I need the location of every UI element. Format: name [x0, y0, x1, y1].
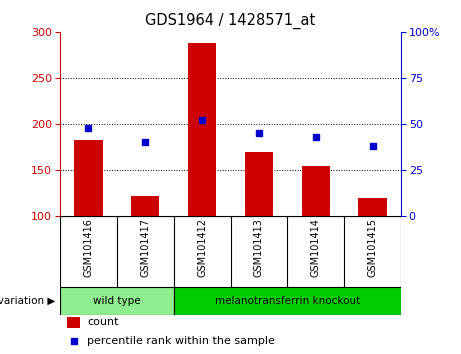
Bar: [60, 287, 174, 315]
Text: GSM101417: GSM101417: [140, 218, 150, 277]
Text: GSM101412: GSM101412: [197, 218, 207, 277]
Text: melanotransferrin knockout: melanotransferrin knockout: [215, 296, 360, 306]
Text: GSM101416: GSM101416: [83, 218, 94, 277]
Title: GDS1964 / 1428571_at: GDS1964 / 1428571_at: [145, 13, 316, 29]
Text: count: count: [87, 317, 119, 327]
Bar: [188, 43, 216, 216]
Text: genotype/variation ▶: genotype/variation ▶: [0, 296, 55, 306]
Text: GSM101414: GSM101414: [311, 218, 321, 277]
Text: GSM101415: GSM101415: [367, 218, 378, 277]
Bar: [174, 287, 401, 315]
Text: percentile rank within the sample: percentile rank within the sample: [87, 336, 275, 346]
Bar: [131, 196, 160, 216]
Text: wild type: wild type: [93, 296, 141, 306]
Bar: [358, 198, 387, 216]
Bar: [245, 152, 273, 216]
Text: GSM101413: GSM101413: [254, 218, 264, 277]
Bar: [301, 166, 330, 216]
Bar: [74, 139, 102, 216]
Bar: [67, 317, 80, 328]
